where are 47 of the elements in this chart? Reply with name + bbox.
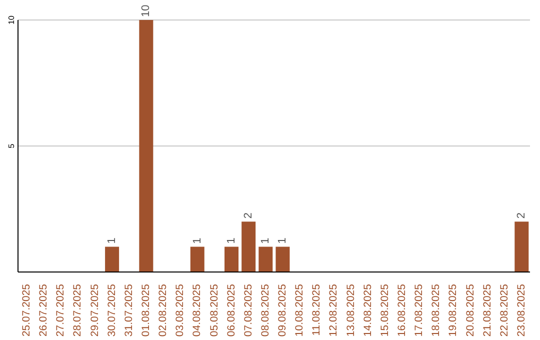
x-tick-label: 20.08.2025 — [464, 284, 476, 337]
x-tick-label: 06.08.2025 — [225, 284, 238, 337]
x-tick-label: 25.07.2025 — [20, 284, 33, 337]
bar — [139, 20, 154, 272]
x-tick-label: 07.08.2025 — [242, 284, 254, 337]
bar — [224, 246, 239, 272]
data-label: 1 — [106, 238, 118, 244]
bar — [242, 222, 256, 272]
x-tick-label: 30.07.2025 — [106, 284, 118, 337]
x-tick-label: 17.08.2025 — [413, 284, 426, 337]
data-label: 2 — [516, 212, 528, 219]
bar — [514, 222, 529, 272]
data-label: 1 — [276, 238, 289, 244]
x-tick-label: 31.07.2025 — [122, 284, 135, 337]
x-tick-label: 13.08.2025 — [344, 284, 357, 337]
bar — [105, 246, 120, 272]
x-tick-label: 03.08.2025 — [174, 284, 186, 337]
x-tick-label: 28.07.2025 — [72, 284, 84, 337]
x-tick-label: 01.08.2025 — [140, 284, 152, 337]
x-tick-label: 12.08.2025 — [328, 284, 340, 337]
x-tick-label: 10.08.2025 — [294, 284, 306, 337]
bar — [276, 246, 290, 272]
x-tick-label: 18.08.2025 — [430, 284, 442, 337]
x-tick-label: 05.08.2025 — [208, 284, 220, 337]
x-tick-label: 11.08.2025 — [310, 284, 323, 336]
x-tick-label: 16.08.2025 — [396, 284, 408, 337]
x-tick-label: 21.08.2025 — [481, 284, 494, 337]
data-label: 1 — [260, 238, 272, 244]
data-label: 10 — [140, 4, 152, 17]
x-tick-label: 14.08.2025 — [362, 284, 374, 337]
y-tick-label: 5 — [7, 143, 16, 148]
x-tick-label: 29.07.2025 — [88, 284, 101, 337]
data-label: 1 — [226, 238, 238, 244]
x-tick-label: 09.08.2025 — [276, 284, 289, 337]
x-tick-label: 23.08.2025 — [515, 284, 528, 337]
x-tick-label: 04.08.2025 — [191, 284, 204, 337]
x-tick-label: 22.08.2025 — [498, 284, 510, 337]
x-tick-label: 08.08.2025 — [259, 284, 272, 337]
x-tick-label: 15.08.2025 — [378, 284, 391, 337]
data-label: 2 — [242, 212, 255, 219]
x-tick-label: 02.08.2025 — [157, 284, 170, 337]
x-tick-label: 27.07.2025 — [54, 284, 67, 337]
x-tick-label: 26.07.2025 — [38, 284, 50, 337]
data-label: 1 — [191, 238, 204, 244]
bar — [190, 246, 204, 272]
x-tick-label: 19.08.2025 — [447, 284, 460, 337]
bar — [258, 246, 273, 272]
